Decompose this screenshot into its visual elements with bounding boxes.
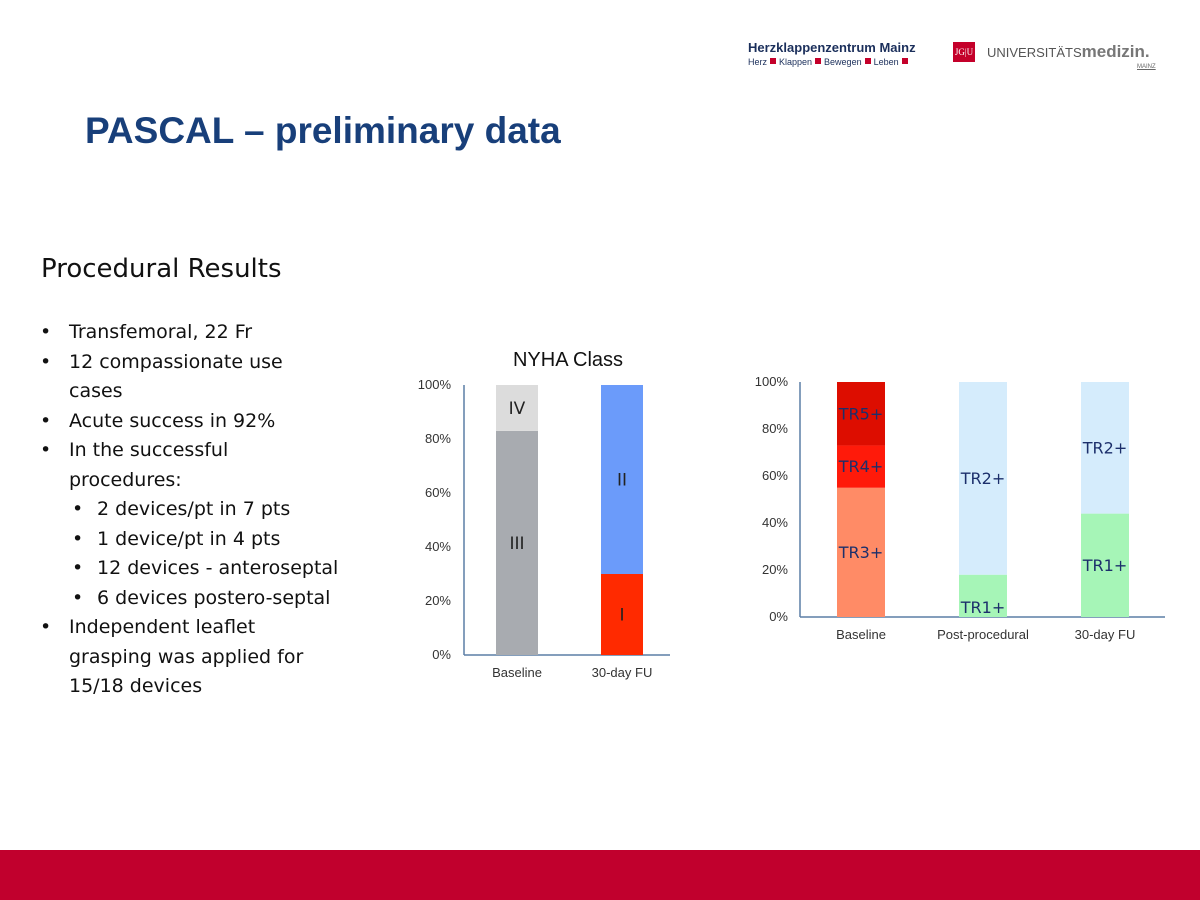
segment-label: TR2+ [960,469,1005,488]
center-name: Herzklappenzentrum Mainz [748,40,916,55]
y-tick-label: 80% [762,421,788,436]
y-tick-label: 60% [762,468,788,483]
sub-bullet-item: 6 devices postero-septal [69,584,340,614]
bar-segment [959,574,1007,617]
chart-title: NYHA Class [513,349,623,371]
sub-bullet-item: 1 device/pt in 4 pts [69,525,340,555]
tagline-square-icon [770,58,777,64]
tagline-word: Herz [748,57,768,67]
x-category-label: Baseline [492,665,542,680]
center-tagline: Herz Klappen Bewegen Leben [748,57,911,67]
tagline-square-icon [864,58,871,64]
y-tick-label: 40% [425,539,451,554]
sub-bullet-item: 2 devices/pt in 7 pts [69,495,340,525]
tagline-square-icon [901,58,908,64]
x-category-label: 30-day FU [1075,627,1136,642]
segment-label: TR4+ [838,457,883,476]
segment-label: TR5+ [838,404,883,423]
bullet-item: In the successful procedures: 2 devices/… [40,436,340,613]
bar-segment [837,445,885,488]
y-tick-label: 20% [762,562,788,577]
uni-prefix: UNIVERSITÄTS [987,45,1082,60]
tagline-square-icon [815,58,822,64]
x-category-label: Baseline [836,627,886,642]
segment-label: TR1+ [1082,556,1127,575]
bullet-item: Acute success in 92% [40,407,340,437]
segment-label: TR3+ [838,543,883,562]
sub-bullet-item: 12 devices - anteroseptal [69,554,340,584]
bullet-text: In the successful procedures: [69,439,229,491]
bar-segment [1081,513,1129,617]
bullet-item: Transfemoral, 22 Fr [40,318,340,348]
y-tick-label: 0% [432,647,451,662]
y-tick-label: 100% [755,374,789,389]
tr-grade-chart: 0% 20% 40% 60% 80% 100% TR3+ TR4+ TR5+ Baseline TR… [755,374,1165,642]
segment-label: IV [509,399,526,419]
segment-label: III [509,534,524,554]
y-tick-label: 60% [425,485,451,500]
bar-segment [959,382,1007,575]
bullet-item: 12 compassionate use cases [40,348,340,407]
segment-label: TR1+ [960,598,1005,617]
bullet-item: Independent leaflet grasping was applied… [40,613,340,702]
y-tick-label: 0% [769,609,788,624]
tagline-word: Klappen [779,57,813,67]
results-bullet-list: Transfemoral, 22 Fr 12 compassionate use… [40,318,340,702]
sub-bullet-list: 2 devices/pt in 7 pts 1 device/pt in 4 p… [69,495,340,613]
bar-segment [601,385,643,574]
y-tick-label: 40% [762,515,788,530]
x-category-label: Post-procedural [937,627,1029,642]
nyha-class-chart: NYHA Class0%20%40%60%80%100%IIIIVBaselin… [418,349,670,680]
bar-segment [1081,382,1129,514]
university-logo-text: UNIVERSITÄTSmedizin. [987,42,1150,62]
y-tick-label: 80% [425,431,451,446]
segment-label: II [617,470,627,490]
slide-title: PASCAL – preliminary data [85,110,561,151]
bar-segment [601,574,643,655]
footer-bar [0,850,1200,900]
x-category-label: 30-day FU [592,665,653,680]
segment-label: I [619,605,624,625]
bar-segment [837,382,885,446]
tagline-word: Bewegen [824,57,862,67]
section-title: Procedural Results [41,254,282,284]
segment-label: TR2+ [1082,438,1127,457]
header-logos: Herzklappenzentrum Mainz Herz Klappen Bewe… [746,38,1166,78]
jgu-logo-icon: JG|U [953,42,975,62]
uni-suffix: medizin. [1081,42,1150,61]
uni-city: MAINZ [1137,64,1156,70]
bar-segment [837,487,885,617]
y-tick-label: 100% [418,377,452,392]
y-tick-label: 20% [425,593,451,608]
bar-segment [496,430,538,655]
tagline-word: Leben [873,57,899,67]
bar-segment [496,385,538,431]
